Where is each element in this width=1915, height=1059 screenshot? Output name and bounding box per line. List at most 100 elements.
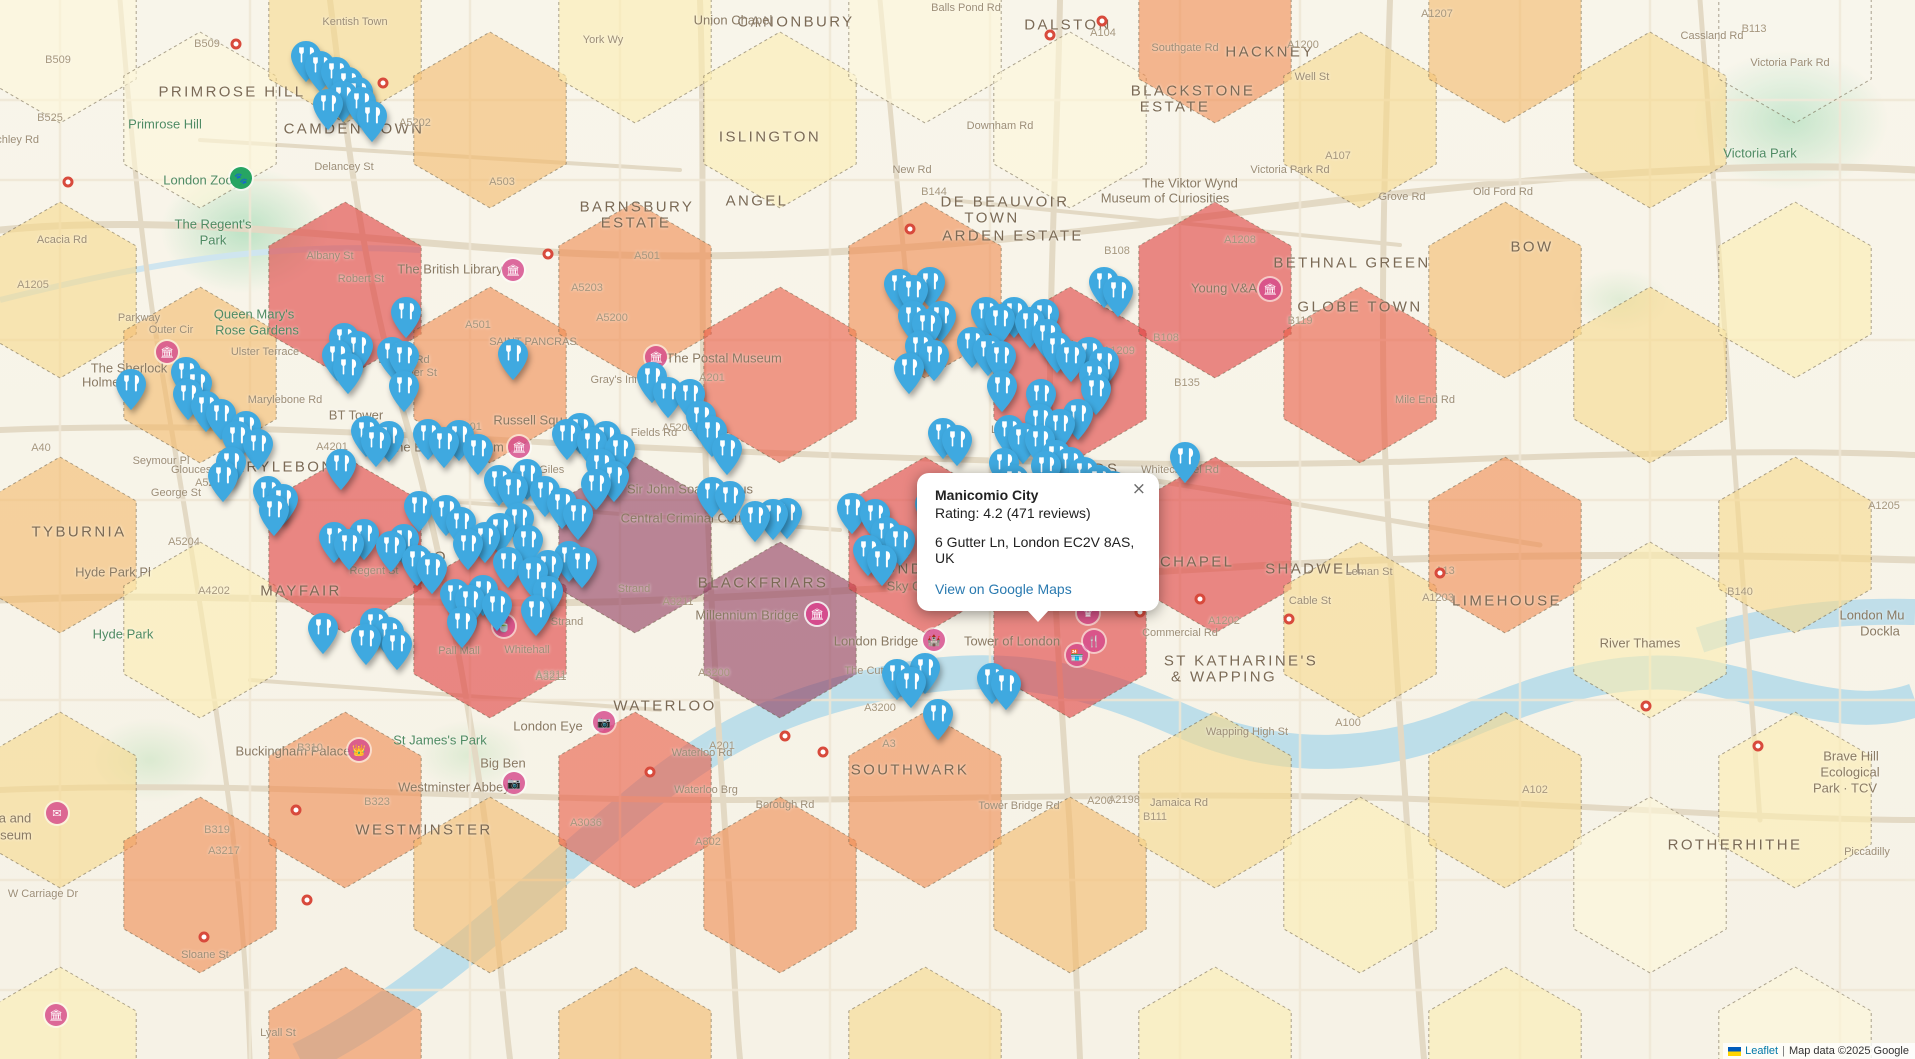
restaurant-marker[interactable] — [326, 449, 356, 490]
heatmap-hexagon[interactable] — [848, 711, 1002, 889]
whitechapel-poi-icon: 🍴 — [1083, 630, 1105, 652]
restaurant-marker[interactable] — [447, 607, 477, 648]
place-info-popup[interactable]: × Manicomio City Rating: 4.2 (471 review… — [917, 473, 1159, 622]
restaurant-marker[interactable] — [208, 461, 238, 502]
heatmap-hexagon[interactable] — [1718, 456, 1872, 634]
restaurant-marker[interactable] — [563, 499, 593, 540]
heatmap-hexagon[interactable] — [1718, 711, 1872, 889]
heatmap-hexagon[interactable] — [0, 966, 137, 1059]
heatmap-hexagon[interactable] — [123, 541, 277, 719]
heatmap-hexagon[interactable] — [0, 0, 137, 124]
restaurant-marker[interactable] — [482, 590, 512, 631]
restaurant-marker[interactable] — [498, 339, 528, 380]
restaurant-marker[interactable] — [389, 371, 419, 412]
restaurant-marker[interactable] — [1103, 276, 1133, 317]
restaurant-marker[interactable] — [453, 529, 483, 570]
restaurant-marker[interactable] — [361, 426, 391, 467]
restaurant-marker[interactable] — [259, 495, 289, 536]
heatmap-hexagon[interactable] — [1573, 286, 1727, 464]
heatmap-hexagon[interactable] — [268, 201, 422, 379]
heatmap-hexagon[interactable] — [993, 31, 1147, 209]
heatmap-hexagon[interactable] — [848, 966, 1002, 1059]
heatmap-hexagon[interactable] — [848, 0, 1002, 124]
leaflet-link[interactable]: Leaflet — [1745, 1045, 1779, 1057]
heatmap-hexagon[interactable] — [1428, 0, 1582, 124]
heatmap-hexagon[interactable] — [268, 966, 422, 1059]
british-museum-icon: 🏛 — [508, 436, 530, 458]
heatmap-hexagon[interactable] — [703, 31, 857, 209]
heatmap-hexagon[interactable] — [1138, 201, 1292, 379]
restaurant-marker[interactable] — [382, 629, 412, 670]
heatmap-hexagon[interactable] — [1428, 456, 1582, 634]
restaurant-marker[interactable] — [351, 624, 381, 665]
restaurant-marker[interactable] — [357, 101, 387, 142]
restaurant-marker[interactable] — [1170, 442, 1200, 483]
restaurant-marker[interactable] — [942, 425, 972, 466]
heatmap-hexagon[interactable] — [0, 456, 137, 634]
heatmap-hexagon[interactable] — [413, 796, 567, 974]
heatmap-hexagon[interactable] — [558, 0, 712, 124]
view-on-google-maps-link[interactable]: View on Google Maps — [935, 581, 1072, 597]
tube-station-icon — [301, 894, 313, 906]
heatmap-hexagon[interactable] — [1138, 0, 1292, 124]
heatmap-hexagon[interactable] — [1428, 711, 1582, 889]
buckingham-palace-icon: 👑 — [348, 739, 370, 761]
heatmap-hexagon[interactable] — [558, 711, 712, 889]
heatmap-hexagon[interactable] — [1718, 201, 1872, 379]
tube-station-icon — [1640, 700, 1652, 712]
heatmap-hexagon[interactable] — [1573, 31, 1727, 209]
close-icon[interactable]: × — [1128, 479, 1150, 500]
heatmap-hexagon[interactable] — [993, 796, 1147, 974]
heatmap-hexagon[interactable] — [703, 796, 857, 974]
restaurant-marker[interactable] — [313, 89, 343, 130]
restaurant-marker[interactable] — [867, 545, 897, 586]
restaurant-marker[interactable] — [116, 369, 146, 410]
restaurant-marker[interactable] — [991, 669, 1021, 710]
heatmap-hexagon[interactable] — [558, 201, 712, 379]
heatmap-hexagon[interactable] — [703, 541, 857, 719]
heatmap-hexagon[interactable] — [1138, 966, 1292, 1059]
restaurant-marker[interactable] — [308, 613, 338, 654]
heatmap-hexagon[interactable] — [558, 966, 712, 1059]
heatmap-hexagon[interactable] — [1428, 966, 1582, 1059]
london-eye-icon: 📷 — [593, 711, 615, 733]
heatmap-hexagon[interactable] — [1283, 796, 1437, 974]
restaurant-marker[interactable] — [429, 427, 459, 468]
heatmap-hexagon[interactable] — [1718, 0, 1872, 124]
heatmap-hexagon[interactable] — [0, 201, 137, 379]
restaurant-marker[interactable] — [243, 429, 273, 470]
millennium-bridge-icon: 🏛 — [806, 603, 828, 625]
heatmap-hexagon[interactable] — [413, 286, 567, 464]
restaurant-marker[interactable] — [896, 667, 926, 708]
heatmap-hexagon[interactable] — [1283, 31, 1437, 209]
heatmap-hexagon[interactable] — [1283, 541, 1437, 719]
heatmap-hexagon[interactable] — [1138, 711, 1292, 889]
restaurant-marker[interactable] — [740, 501, 770, 542]
heatmap-hexagon[interactable] — [1718, 966, 1872, 1059]
heatmap-hexagon[interactable] — [1138, 456, 1292, 634]
restaurant-marker[interactable] — [923, 699, 953, 740]
heatmap-hexagon[interactable] — [1573, 796, 1727, 974]
restaurant-marker[interactable] — [894, 353, 924, 394]
restaurant-marker[interactable] — [987, 371, 1017, 412]
heatmap-hexagon[interactable] — [268, 711, 422, 889]
heatmap-hexagon[interactable] — [1573, 541, 1727, 719]
heatmap-hexagon[interactable] — [123, 31, 277, 209]
science-museum-icon: ✉ — [46, 802, 68, 824]
heatmap-hexagon[interactable] — [123, 796, 277, 974]
tube-station-icon — [1434, 567, 1446, 579]
restaurant-marker[interactable] — [334, 529, 364, 570]
restaurant-marker[interactable] — [712, 434, 742, 475]
heatmap-hexagon[interactable] — [703, 286, 857, 464]
restaurant-marker[interactable] — [567, 547, 597, 588]
heatmap-hexagon[interactable] — [413, 31, 567, 209]
heatmap-hexagon[interactable] — [1283, 286, 1437, 464]
restaurant-marker[interactable] — [333, 353, 363, 394]
heatmap-hexagon[interactable] — [1428, 201, 1582, 379]
heatmap-hexagon[interactable] — [0, 711, 137, 889]
tube-station-icon — [1096, 15, 1108, 27]
restaurant-marker[interactable] — [521, 595, 551, 636]
restaurant-marker[interactable] — [391, 297, 421, 338]
